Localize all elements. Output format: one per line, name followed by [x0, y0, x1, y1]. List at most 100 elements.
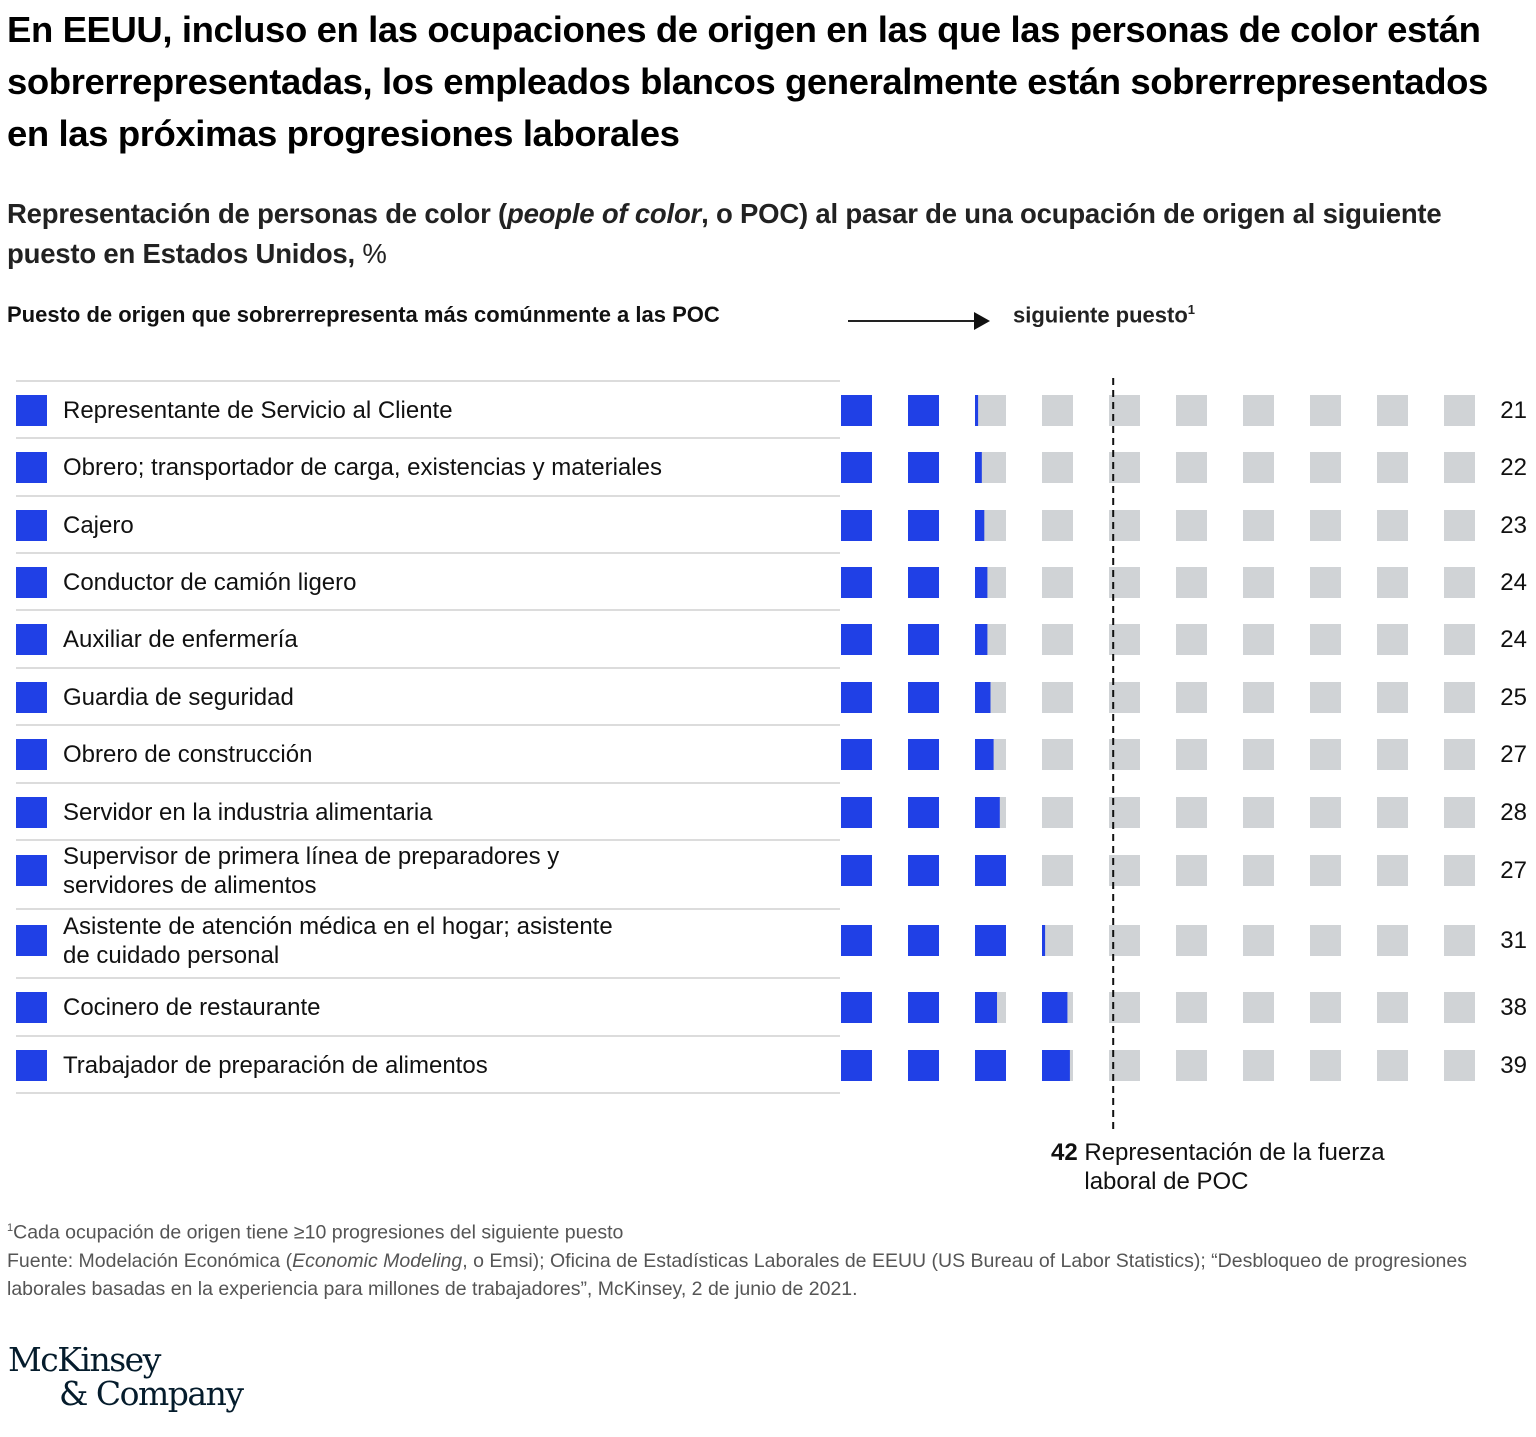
unit-square-empty: [1176, 682, 1207, 713]
unit-square-empty: [1243, 855, 1274, 886]
next-job-value: 25: [1500, 684, 1527, 711]
unit-square-fill: [975, 739, 994, 770]
source-italic: Economic Modeling: [292, 1249, 463, 1272]
next-job-value: 21: [1500, 397, 1527, 424]
unit-square-empty: [1377, 739, 1408, 770]
unit-square-fill: [908, 395, 939, 426]
unit-square-fill: [908, 567, 939, 598]
unit-square-empty: [1243, 395, 1274, 426]
origin-label: Asistente de atención médica en el hogar…: [63, 913, 613, 969]
next-job-value: 28: [1500, 799, 1527, 826]
origin-marker-icon: [16, 925, 47, 956]
unit-square-empty: [1444, 567, 1475, 598]
unit-square-empty: [1377, 925, 1408, 956]
unit-square-empty: [1310, 797, 1341, 828]
origin-marker-icon: [16, 739, 47, 770]
subtitle-text-1: Representación de personas de color (: [7, 198, 507, 229]
unit-square-fill: [908, 1050, 939, 1081]
reference-annotation: 42 Representación de la fuerza laboral d…: [1051, 1138, 1424, 1196]
unit-square-empty: [1042, 682, 1073, 713]
unit-square-fill: [975, 797, 1000, 828]
arrow-line: [848, 320, 974, 322]
unit-square-empty: [1176, 925, 1207, 956]
unit-square-fill: [908, 992, 939, 1023]
unit-square-empty: [975, 395, 1006, 426]
unit-square-empty: [1310, 682, 1341, 713]
unit-square-fill: [841, 797, 872, 828]
origin-marker-icon: [16, 452, 47, 483]
unit-square-fill: [841, 624, 872, 655]
unit-square-empty: [1243, 797, 1274, 828]
unit-square-empty: [1444, 855, 1475, 886]
unit-square-empty: [1377, 797, 1408, 828]
unit-square-empty: [1377, 1050, 1408, 1081]
footnote-1: 1Cada ocupación de origen tiene ≥10 prog…: [7, 1214, 1527, 1247]
origin-column-header: Puesto de origen que sobrerrepresenta má…: [7, 302, 720, 327]
unit-square-empty: [1176, 1050, 1207, 1081]
origin-marker-icon: [16, 1050, 47, 1081]
next-job-column-header: siguiente puesto1: [1013, 302, 1195, 328]
unit-square-fill: [1042, 992, 1068, 1023]
unit-square-empty: [1310, 739, 1341, 770]
origin-label-line: Supervisor de primera línea de preparado…: [63, 843, 559, 870]
source-text-2: , o Emsi); Oficina de Estadísticas Labor…: [7, 1249, 1467, 1300]
unit-square-empty: [1243, 992, 1274, 1023]
unit-square-empty: [1042, 452, 1073, 483]
next-job-header-text: siguiente puesto: [1013, 302, 1188, 328]
arrow-right-icon: [974, 312, 990, 330]
unit-square-empty: [1310, 395, 1341, 426]
unit-square-empty: [1042, 624, 1073, 655]
unit-square-fill: [908, 510, 939, 541]
origin-marker-icon: [16, 567, 47, 598]
reference-label: Representación de la fuerza laboral de P…: [1084, 1139, 1385, 1195]
unit-square-empty: [1444, 925, 1475, 956]
unit-square-fill: [908, 925, 939, 956]
origin-marker-icon: [16, 624, 47, 655]
unit-square-empty: [1377, 682, 1408, 713]
origin-marker-icon: [16, 992, 47, 1023]
unit-square-empty: [1176, 624, 1207, 655]
unit-square-fill: [975, 567, 988, 598]
next-job-value: 39: [1500, 1052, 1527, 1079]
unit-square-empty: [1109, 624, 1140, 655]
next-job-value: 38: [1500, 994, 1527, 1021]
unit-square-empty: [1243, 1050, 1274, 1081]
unit-square-fill: [975, 682, 991, 713]
unit-square-empty: [1444, 1050, 1475, 1081]
origin-marker-icon: [16, 855, 47, 886]
unit-square-empty: [1444, 624, 1475, 655]
unit-square-fill: [841, 855, 872, 886]
unit-square-empty: [1377, 510, 1408, 541]
footnotes: 1Cada ocupación de origen tiene ≥10 prog…: [7, 1214, 1527, 1303]
source-text-1: Fuente: Modelación Económica (: [7, 1249, 293, 1272]
footnote-1-marker: 1: [7, 1222, 14, 1234]
unit-square-fill: [908, 624, 939, 655]
origin-label: Guardia de seguridad: [63, 684, 294, 711]
unit-square-fill: [975, 855, 1006, 886]
unit-square-empty: [1444, 510, 1475, 541]
footnote-1-text: Cada ocupación de origen tiene ≥10 progr…: [13, 1221, 624, 1244]
unit-square-fill: [908, 855, 939, 886]
unit-square-empty: [1176, 510, 1207, 541]
unit-square-fill: [908, 452, 939, 483]
unit-square-empty: [1243, 624, 1274, 655]
subtitle-text-2: , o POC) al pasar de una ocupación de or…: [7, 198, 1442, 269]
origin-label: Representante de Servicio al Cliente: [63, 397, 453, 424]
unit-square-empty: [1176, 452, 1207, 483]
unit-square-fill: [841, 567, 872, 598]
unit-square-empty: [1243, 567, 1274, 598]
unit-square-empty: [1243, 682, 1274, 713]
chart-title: En EEUU, incluso en las ocupaciones de o…: [7, 9, 1488, 154]
unit-square-empty: [1042, 739, 1073, 770]
unit-square-empty: [1042, 925, 1073, 956]
unit-square-empty: [1377, 992, 1408, 1023]
unit-square-empty: [1310, 624, 1341, 655]
unit-square-empty: [1243, 452, 1274, 483]
unit-square-fill: [975, 452, 982, 483]
subtitle-italic: people of color: [506, 198, 702, 229]
origin-label: Trabajador de preparación de alimentos: [63, 1052, 488, 1079]
unit-square-empty: [1042, 855, 1073, 886]
unit-square-empty: [1042, 510, 1073, 541]
origin-marker-icon: [16, 510, 47, 541]
unit-square-empty: [1310, 855, 1341, 886]
